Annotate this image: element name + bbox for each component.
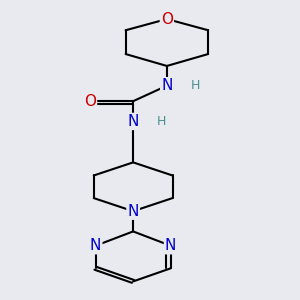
- Text: O: O: [84, 94, 96, 109]
- Text: N: N: [90, 238, 101, 253]
- Text: H: H: [190, 79, 200, 92]
- Text: N: N: [165, 238, 176, 253]
- Text: O: O: [161, 11, 173, 26]
- Text: N: N: [128, 204, 139, 219]
- Text: N: N: [128, 114, 139, 129]
- Text: N: N: [161, 78, 172, 93]
- Text: H: H: [157, 115, 166, 128]
